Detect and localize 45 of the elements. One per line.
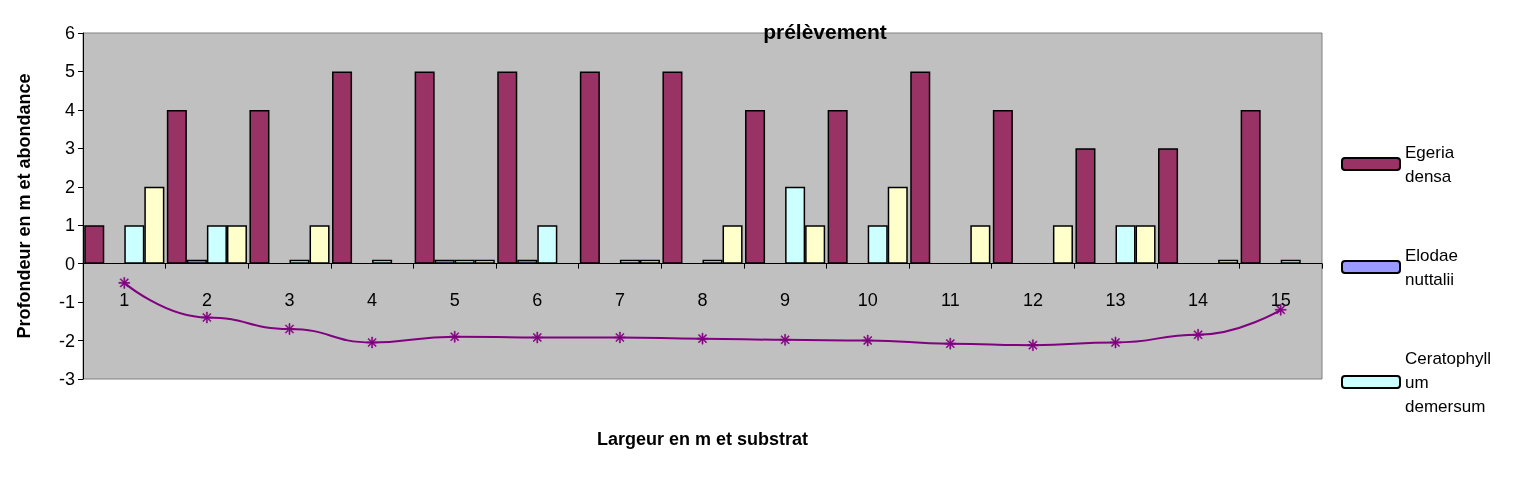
point	[1027, 339, 1039, 351]
x-tick-label: 4	[367, 289, 378, 310]
x-tick-label: 14	[1188, 289, 1209, 310]
x-tick-label: 15	[1270, 289, 1291, 310]
point	[614, 331, 626, 344]
y-tick-label: 4	[64, 99, 75, 120]
legend-label: Ceratophyllum demersum	[1405, 348, 1491, 416]
point	[448, 330, 461, 343]
x-tick-label: 3	[284, 289, 295, 310]
y-tick-label: 5	[64, 61, 75, 82]
x-tick-label: 2	[201, 289, 212, 310]
point	[118, 277, 131, 289]
chart-title: prélèvement	[763, 20, 887, 43]
x-tick-label: 6	[532, 289, 543, 310]
point	[944, 337, 957, 350]
x-tick-label: 1	[119, 289, 130, 310]
y-tick-label: 0	[64, 253, 75, 274]
y-tick-label: 3	[64, 138, 75, 159]
point	[283, 323, 296, 335]
x-tick-label: 12	[1022, 289, 1043, 310]
y-tick-label: 1	[64, 215, 75, 236]
y-tick-label: -1	[58, 292, 75, 313]
x-tick-label: 5	[449, 289, 460, 310]
x-tick-label: 7	[614, 289, 625, 310]
x-tick-label: 11	[940, 289, 960, 310]
x-tick-label: 13	[1105, 289, 1126, 310]
x-tick-label: 10	[857, 289, 878, 310]
point	[861, 334, 874, 347]
point	[696, 332, 709, 345]
y-tick-label: -2	[58, 330, 75, 351]
legend-label: Elodae nuttalii	[1405, 245, 1463, 289]
y-tick-label: 2	[64, 176, 75, 197]
point	[366, 336, 378, 349]
point	[1192, 329, 1204, 341]
point	[1109, 336, 1122, 349]
x-axis-title: Largeur en m et substrat	[596, 428, 809, 449]
y-tick-label: -3	[58, 369, 75, 389]
point	[779, 334, 791, 346]
legend-label: Egeria densa	[1405, 142, 1459, 186]
point	[531, 331, 544, 344]
x-tick-label: 9	[780, 289, 791, 310]
point	[201, 311, 213, 324]
y-axis-title: Profondeur en m et abondance	[14, 73, 34, 339]
y-tick-label: 6	[64, 23, 75, 43]
x-tick-label: 8	[697, 289, 708, 310]
